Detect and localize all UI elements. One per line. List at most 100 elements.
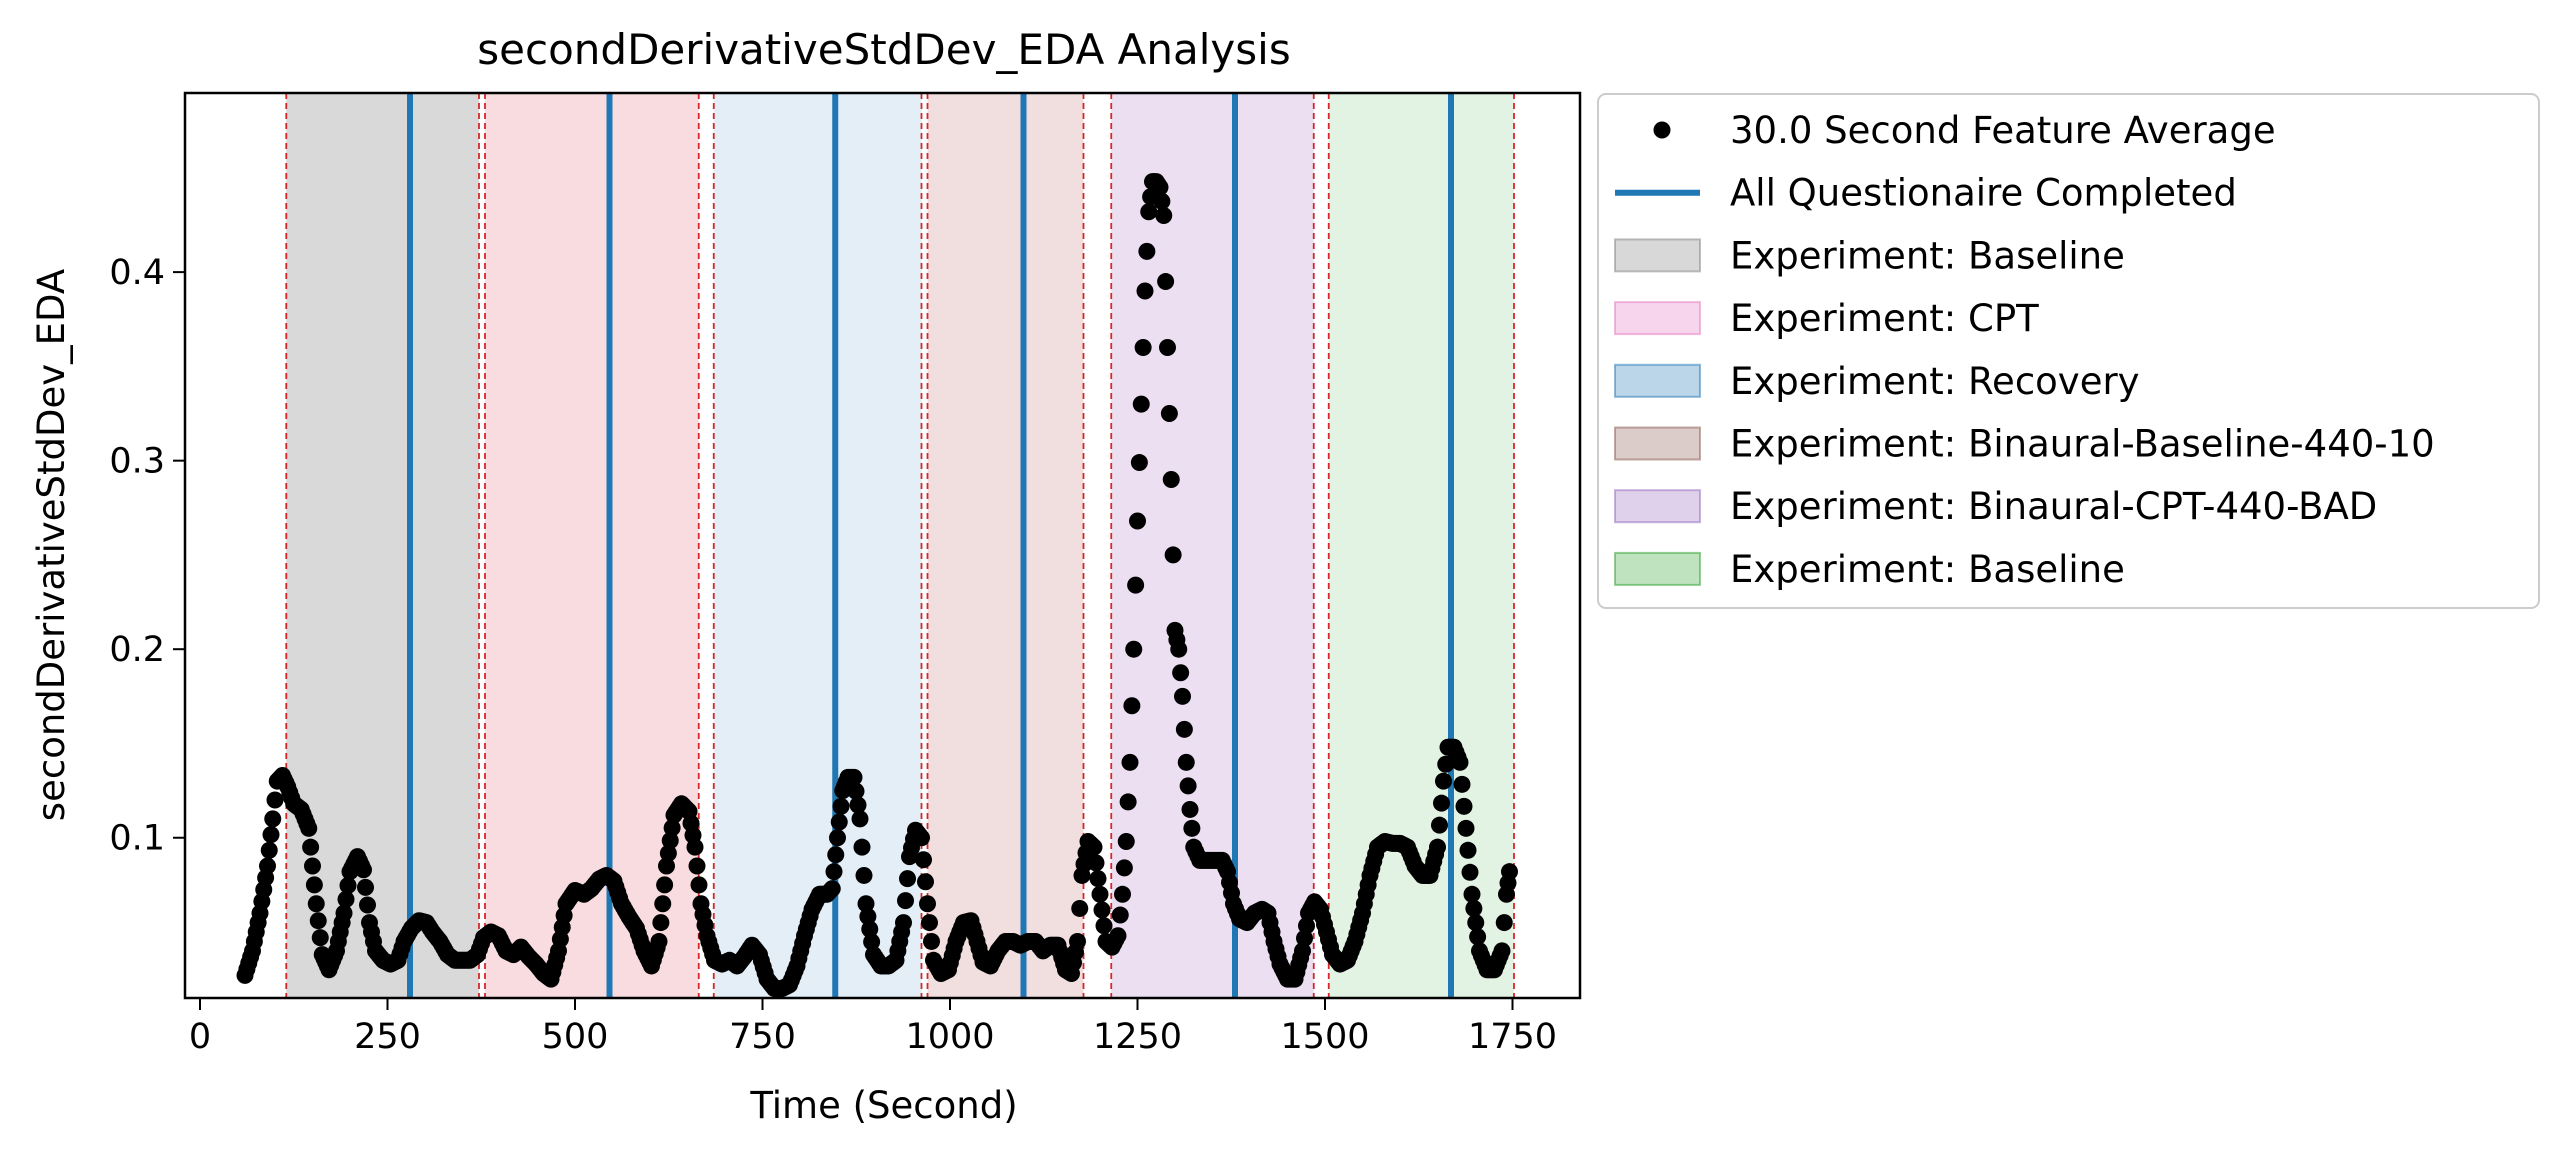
data-point xyxy=(1069,932,1086,950)
data-point xyxy=(1162,471,1180,489)
data-point xyxy=(1431,816,1448,834)
data-point xyxy=(259,857,276,875)
data-point xyxy=(855,866,873,884)
data-point xyxy=(339,877,357,895)
data-point xyxy=(1121,753,1139,771)
legend-label: Experiment: Baseline xyxy=(1730,548,2125,591)
data-point xyxy=(1114,885,1131,903)
plot-frame xyxy=(183,91,1582,1000)
data-point xyxy=(658,857,675,875)
data-point xyxy=(1174,687,1191,705)
data-point xyxy=(1136,282,1154,300)
data-point xyxy=(1501,863,1518,881)
x-tick-label: 1000 xyxy=(905,1017,994,1057)
data-point xyxy=(1433,794,1450,812)
data-point xyxy=(1298,917,1315,935)
experiment-regions xyxy=(286,93,1514,998)
data-point xyxy=(1455,797,1473,815)
data-point xyxy=(1111,906,1129,924)
data-point xyxy=(1134,339,1152,357)
data-point xyxy=(663,819,681,837)
data-point xyxy=(845,768,863,786)
data-point xyxy=(851,810,869,828)
data-point xyxy=(923,932,940,950)
data-point xyxy=(1151,178,1169,196)
data-point xyxy=(1451,753,1469,771)
y-axis-label: secondDerivativeStdDev_EDA xyxy=(30,269,73,821)
data-point xyxy=(825,863,843,881)
data-point xyxy=(1296,929,1313,947)
data-point xyxy=(823,880,841,898)
data-point xyxy=(899,870,916,888)
data-point xyxy=(1129,512,1146,530)
x-axis-ticks: 0 250 500 750 1000 1250 1500 1750 xyxy=(189,998,1557,1057)
data-point xyxy=(1469,928,1487,946)
y-tick-label: 0.1 xyxy=(109,819,165,859)
legend-marker xyxy=(1653,121,1671,139)
data-point xyxy=(1157,273,1175,291)
y-tick-label: 0.2 xyxy=(109,630,165,670)
data-point xyxy=(311,929,329,947)
data-point xyxy=(1132,395,1150,413)
data-point xyxy=(1109,927,1127,945)
x-axis-label: Time (Second) xyxy=(749,1084,1017,1127)
data-point xyxy=(1125,640,1143,658)
legend-label: Experiment: Baseline xyxy=(1730,234,2125,277)
legend-label: Experiment: Recovery xyxy=(1730,360,2140,403)
data-point xyxy=(1183,819,1201,837)
data-point xyxy=(656,876,674,894)
data-point xyxy=(650,932,668,950)
data-point xyxy=(1153,192,1171,210)
data-point xyxy=(1294,942,1311,960)
legend-swatch xyxy=(1614,301,1701,336)
data-point xyxy=(847,782,865,800)
data-point xyxy=(262,826,280,844)
data-point xyxy=(1117,833,1135,851)
data-point xyxy=(1164,546,1182,564)
legend-label: Experiment: CPT xyxy=(1730,297,2039,340)
x-tick-label: 1500 xyxy=(1280,1017,1369,1057)
data-point xyxy=(300,819,318,837)
data-point xyxy=(1119,793,1137,811)
data-point xyxy=(1453,775,1471,793)
data-point xyxy=(1087,854,1105,872)
data-point xyxy=(1175,720,1193,738)
data-point xyxy=(1181,800,1199,818)
x-tick-label: 750 xyxy=(729,1017,796,1057)
legend-swatch xyxy=(1614,238,1701,273)
data-point xyxy=(1435,772,1452,790)
experiment-region xyxy=(1328,93,1514,998)
data-point xyxy=(1461,863,1479,881)
y-tick-label: 0.4 xyxy=(109,253,165,293)
y-axis-ticks: 0.1 0.2 0.3 0.4 xyxy=(109,253,185,859)
data-point xyxy=(260,841,278,859)
data-point xyxy=(266,791,284,809)
data-point xyxy=(302,838,320,856)
data-point xyxy=(1172,664,1190,682)
data-point xyxy=(829,829,846,847)
data-point xyxy=(305,876,323,894)
data-point xyxy=(1463,885,1481,903)
data-point xyxy=(1160,405,1178,423)
legend: 30.0 Second Feature Average All Questiona… xyxy=(1597,93,2540,609)
x-tick-label: 1250 xyxy=(1093,1017,1182,1057)
data-point xyxy=(1457,819,1475,837)
data-point xyxy=(849,796,867,814)
region-boundaries xyxy=(285,93,1515,998)
data-point xyxy=(337,890,355,908)
data-point xyxy=(1495,914,1513,932)
data-point xyxy=(1095,917,1113,935)
data-point xyxy=(307,895,325,913)
data-point xyxy=(1130,454,1148,472)
data-point xyxy=(309,912,327,930)
data-point xyxy=(859,907,877,925)
data-point xyxy=(853,838,871,856)
data-point xyxy=(919,895,936,913)
data-point xyxy=(264,810,282,828)
data-point xyxy=(1467,914,1485,932)
legend-swatch xyxy=(1614,489,1701,524)
data-point xyxy=(654,895,672,913)
data-point xyxy=(304,857,321,875)
x-tick-label: 1750 xyxy=(1468,1017,1557,1057)
